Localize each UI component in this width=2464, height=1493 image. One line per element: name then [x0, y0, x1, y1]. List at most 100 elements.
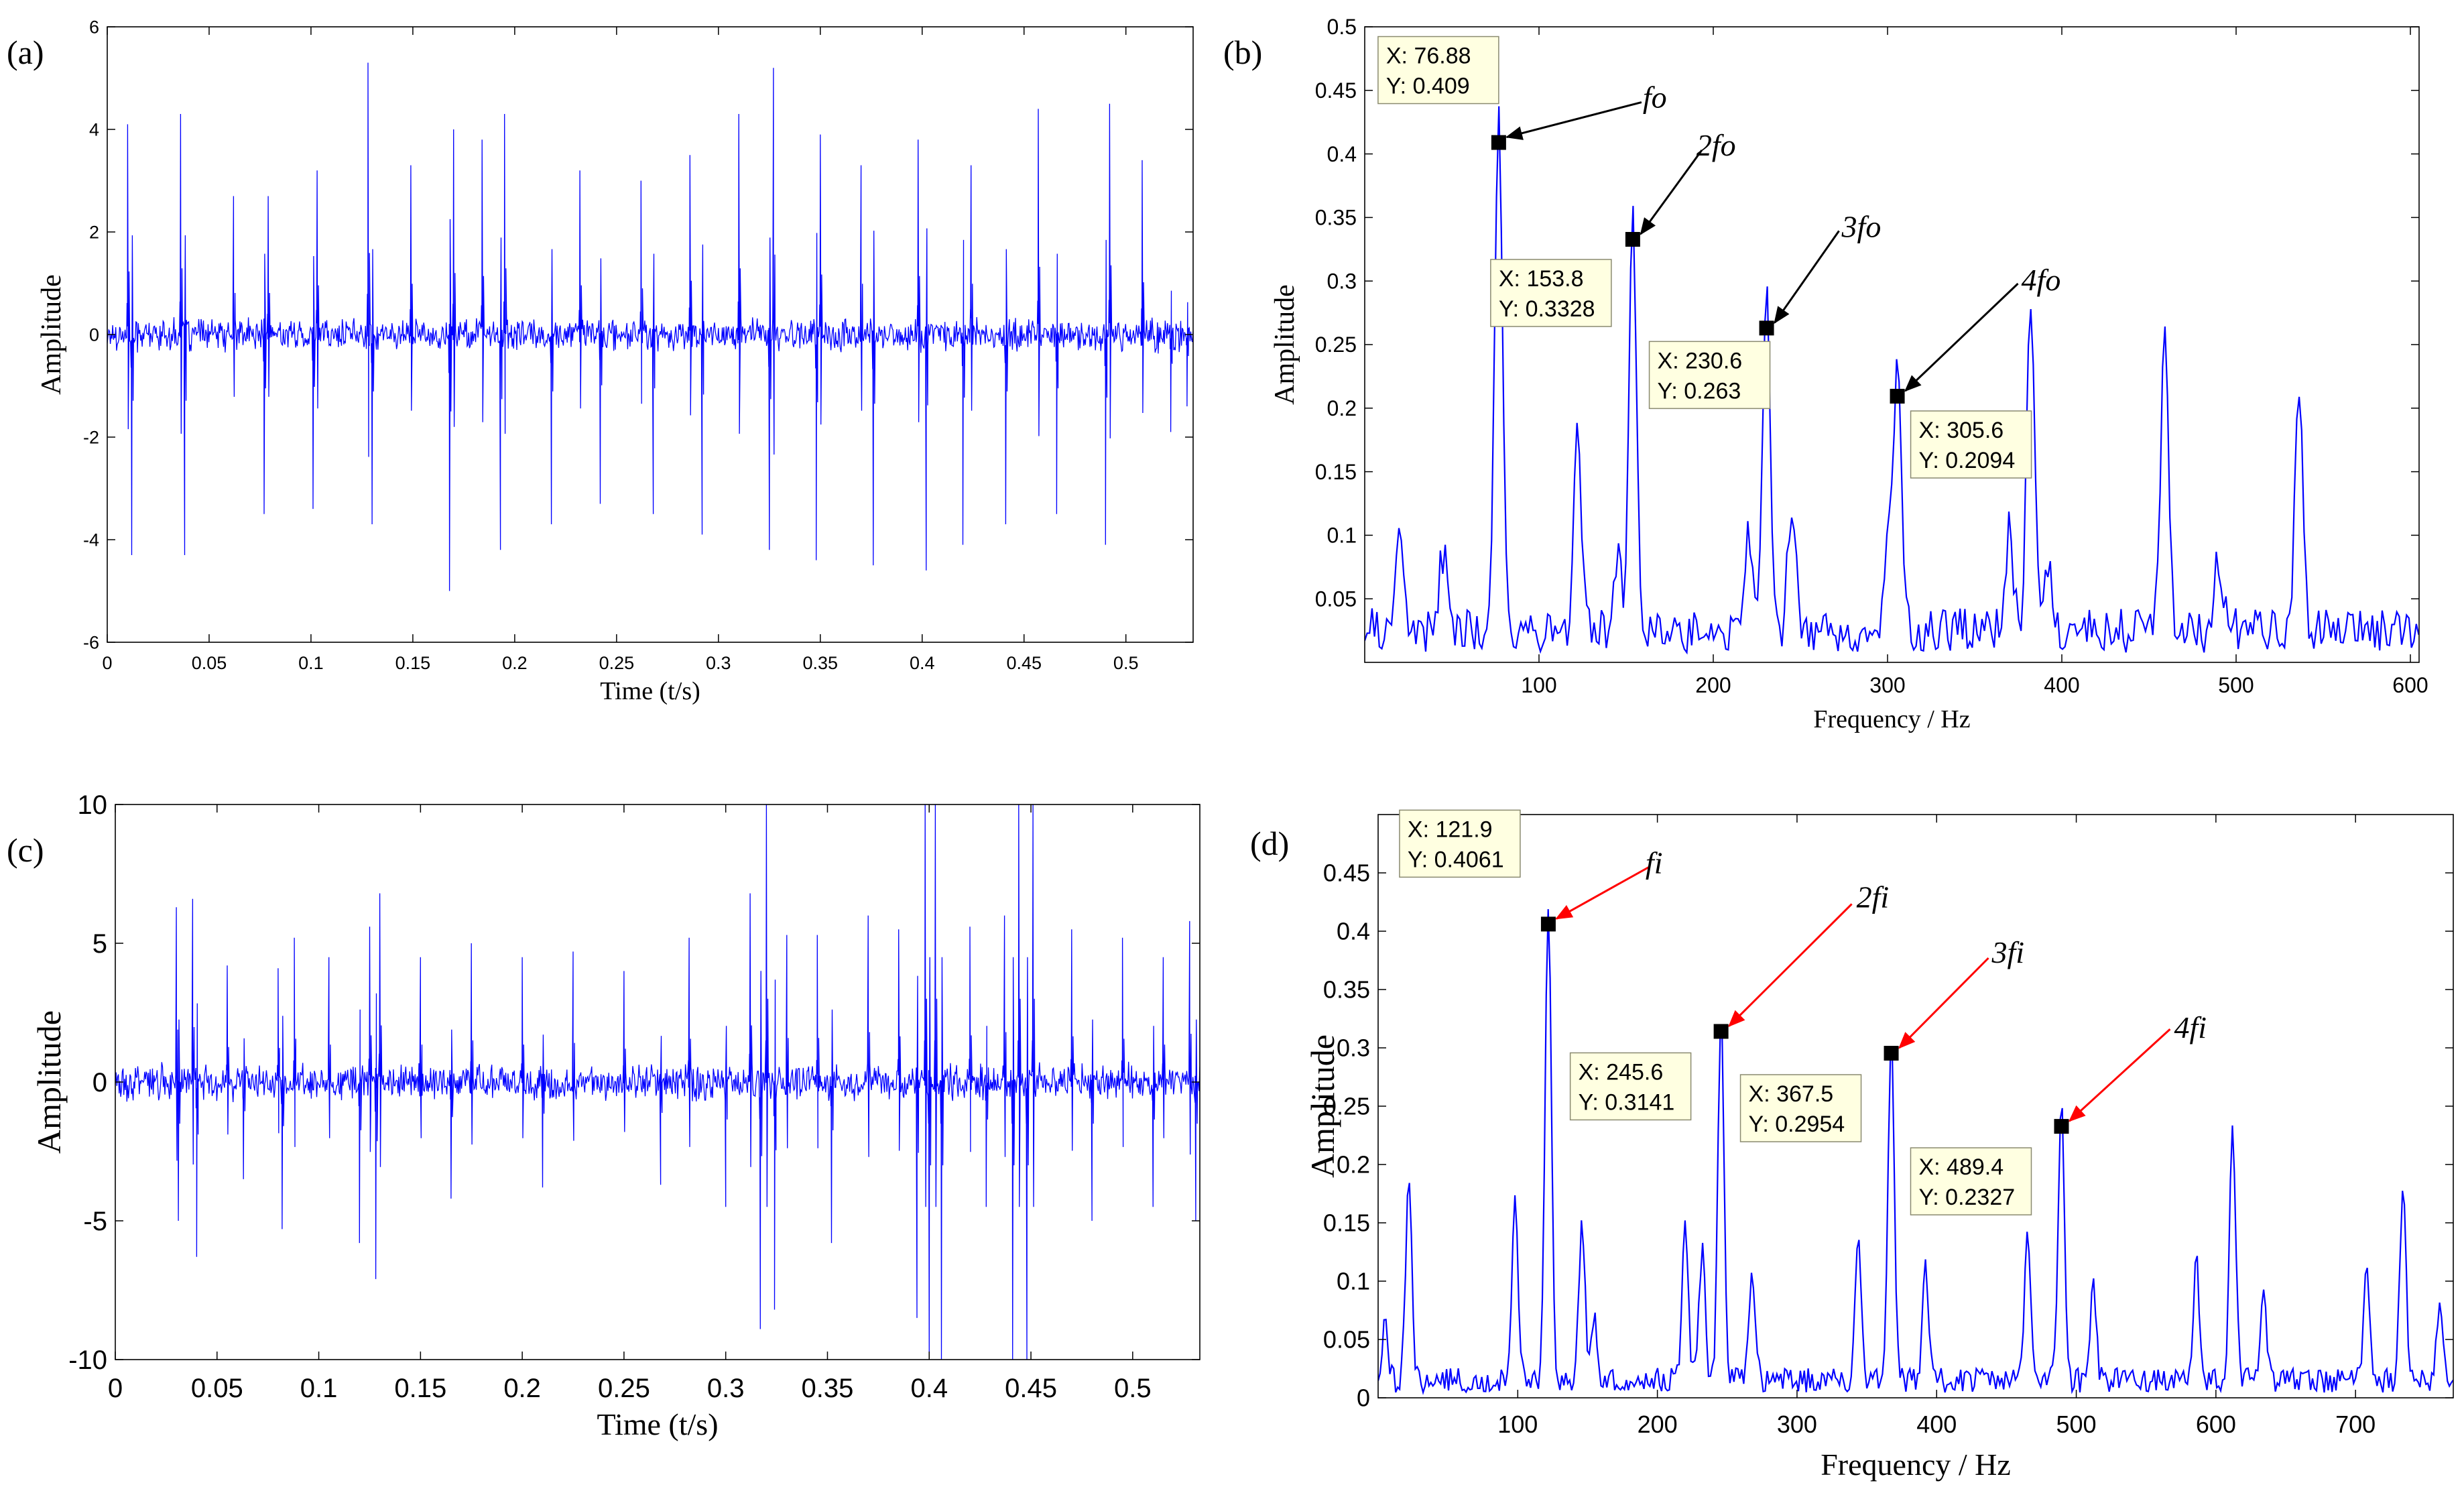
y-tick-label-b: 0.4: [1327, 142, 1357, 166]
x-tick-label-b: 300: [1869, 673, 1905, 697]
x-tick-label-c: 0.15: [394, 1374, 446, 1403]
signal-line-c: [115, 804, 1200, 1360]
y-tick-label-d: 0.25: [1323, 1093, 1370, 1120]
x-tick-label-d: 700: [2335, 1411, 2376, 1438]
x-tick-label-d: 400: [1916, 1411, 1957, 1438]
y-tick-label-d: 0.1: [1337, 1268, 1370, 1295]
data-tip-y-value: Y: 0.409: [1386, 74, 1470, 99]
y-tick-label-a: -2: [83, 427, 99, 447]
data-tip-y-value: Y: 0.263: [1658, 378, 1741, 404]
x-tick-label-c: 0: [108, 1374, 123, 1403]
x-tick-label-c: 0.3: [707, 1374, 745, 1403]
x-tick-label-c: 0.05: [191, 1374, 243, 1403]
data-tip-b: X: 305.6 Y: 0.2094 4fo: [1890, 263, 2061, 479]
y-tick-label-b: 0.45: [1315, 78, 1357, 103]
x-tick-label-a: 0.1: [298, 653, 324, 673]
data-tip-marker: [1884, 1046, 1899, 1061]
harmonic-label: 2fi: [1857, 880, 1890, 914]
x-tick-label-d: 600: [2196, 1411, 2236, 1438]
y-tick-label-b: 0.15: [1315, 460, 1357, 484]
y-tick-label-d: 0.15: [1323, 1209, 1370, 1237]
harmonic-label: 4fi: [2174, 1010, 2207, 1044]
x-tick-label-d: 200: [1638, 1411, 1678, 1438]
y-tick-label-a: -4: [83, 530, 99, 550]
x-tick-label-a: 0.15: [395, 653, 431, 673]
x-tick-label-a: 0.3: [706, 653, 731, 673]
data-tip-y-value: Y: 0.2094: [1919, 448, 2016, 473]
x-axis-label-c: Time (t/s): [597, 1407, 718, 1441]
data-tip-marker: [1890, 388, 1905, 404]
data-tip-d: X: 489.4 Y: 0.2327 4fi: [1910, 1010, 2207, 1215]
data-tip-marker: [1625, 232, 1640, 247]
y-tick-label-d: 0: [1357, 1384, 1370, 1412]
data-tip-y-value: Y: 0.3141: [1579, 1089, 1675, 1115]
data-tip-box: [1910, 1147, 2032, 1215]
harmonic-arrow: [1505, 101, 1642, 140]
data-tip-y-value: Y: 0.3328: [1499, 296, 1595, 322]
x-axis-label-a: Time (t/s): [600, 677, 700, 705]
y-tick-label-c: -5: [83, 1207, 107, 1236]
data-tip-y-value: Y: 0.2327: [1918, 1185, 2015, 1210]
panel-b: 100 200 300 400 500 600 0.05 0.1 0.15 0.2 0.25 0.3 0…: [1223, 15, 2428, 733]
y-tick-label-b: 0.2: [1327, 396, 1357, 420]
x-tick-label-a: 0.5: [1113, 653, 1139, 673]
data-tip-box: [1569, 1052, 1692, 1121]
data-tip-marker: [1491, 135, 1506, 150]
y-axis-label-d: Amplitude: [1304, 1034, 1341, 1178]
data-tip-d: X: 245.6 Y: 0.3141 2fi: [1569, 880, 1890, 1121]
x-tick-label-c: 0.1: [300, 1374, 338, 1403]
data-tip-x-value: X: 230.6: [1658, 348, 1743, 373]
panel-label-c: (c): [7, 831, 44, 869]
data-tip-x-value: X: 489.4: [1918, 1154, 2004, 1180]
data-tip-box: [1648, 341, 1771, 410]
harmonic-label: 2fo: [1697, 128, 1736, 162]
x-tick-label-b: 500: [2218, 673, 2254, 697]
x-tick-label-a: 0.2: [502, 653, 528, 673]
harmonic-label: 4fo: [2022, 263, 2061, 297]
y-tick-label-a: 0: [89, 324, 99, 345]
data-tip-x-value: X: 367.5: [1749, 1081, 1834, 1107]
data-tip-x-value: X: 121.9: [1408, 817, 1493, 842]
data-tip-b: X: 230.6 Y: 0.263 3fo: [1648, 209, 1881, 410]
x-tick-label-c: 0.4: [910, 1374, 948, 1403]
harmonic-arrow: [1555, 866, 1650, 920]
x-tick-label-c: 0.5: [1114, 1374, 1152, 1403]
y-tick-label-a: 2: [89, 222, 99, 242]
x-tick-label-a: 0.05: [192, 653, 227, 673]
x-tick-label-b: 600: [2392, 673, 2428, 697]
x-tick-label-c: 0.45: [1005, 1374, 1057, 1403]
x-tick-label-c: 0.35: [802, 1374, 854, 1403]
data-tip-x-value: X: 245.6: [1579, 1059, 1664, 1085]
x-tick-label-c: 0.2: [503, 1374, 541, 1403]
y-tick-label-b: 0.3: [1327, 269, 1357, 293]
data-tip-y-value: Y: 0.4061: [1408, 847, 1504, 872]
signal-line-d: [1378, 909, 2453, 1395]
data-tip-d: X: 121.9 Y: 0.4061 fi: [1399, 809, 1663, 932]
panel-label-b: (b): [1223, 34, 1262, 71]
harmonic-arrow: [1728, 903, 1853, 1027]
x-tick-label-a: 0.35: [803, 653, 839, 673]
y-tick-label-a: 6: [89, 17, 99, 37]
y-tick-label-c: 0: [93, 1068, 107, 1097]
data-tip-y-value: Y: 0.2954: [1749, 1112, 1845, 1137]
y-axis-label-c: Amplitude: [30, 1010, 68, 1154]
panel-c: 0 0.05 0.1 0.15 0.2 0.25 0.3 0.35 0.4 0.45 0.5 -10 -…: [7, 790, 1200, 1441]
y-tick-label-b: 0.5: [1327, 15, 1357, 39]
panel-d: 100 200 300 400 500 600 700 0 0.05 0.1 0.15 0.2 0.25…: [1250, 809, 2454, 1482]
harmonic-arrow: [1904, 282, 2019, 392]
y-tick-label-b: 0.35: [1315, 206, 1357, 230]
data-tip-box: [1490, 259, 1612, 327]
data-tip-box: [1399, 809, 1521, 878]
y-tick-label-d: 0.35: [1323, 976, 1370, 1004]
x-tick-label-d: 300: [1777, 1411, 1817, 1438]
data-tip-b: X: 76.88 Y: 0.409 fo: [1377, 36, 1667, 150]
x-tick-label-c: 0.25: [598, 1374, 650, 1403]
x-tick-label-b: 400: [2044, 673, 2079, 697]
data-tip-marker: [1540, 916, 1556, 932]
x-tick-label-a: 0.45: [1006, 653, 1042, 673]
x-tick-label-a: 0.25: [599, 653, 635, 673]
x-tick-label-b: 100: [1521, 673, 1556, 697]
harmonic-label: fi: [1646, 845, 1663, 880]
y-tick-label-b: 0.1: [1327, 524, 1357, 548]
